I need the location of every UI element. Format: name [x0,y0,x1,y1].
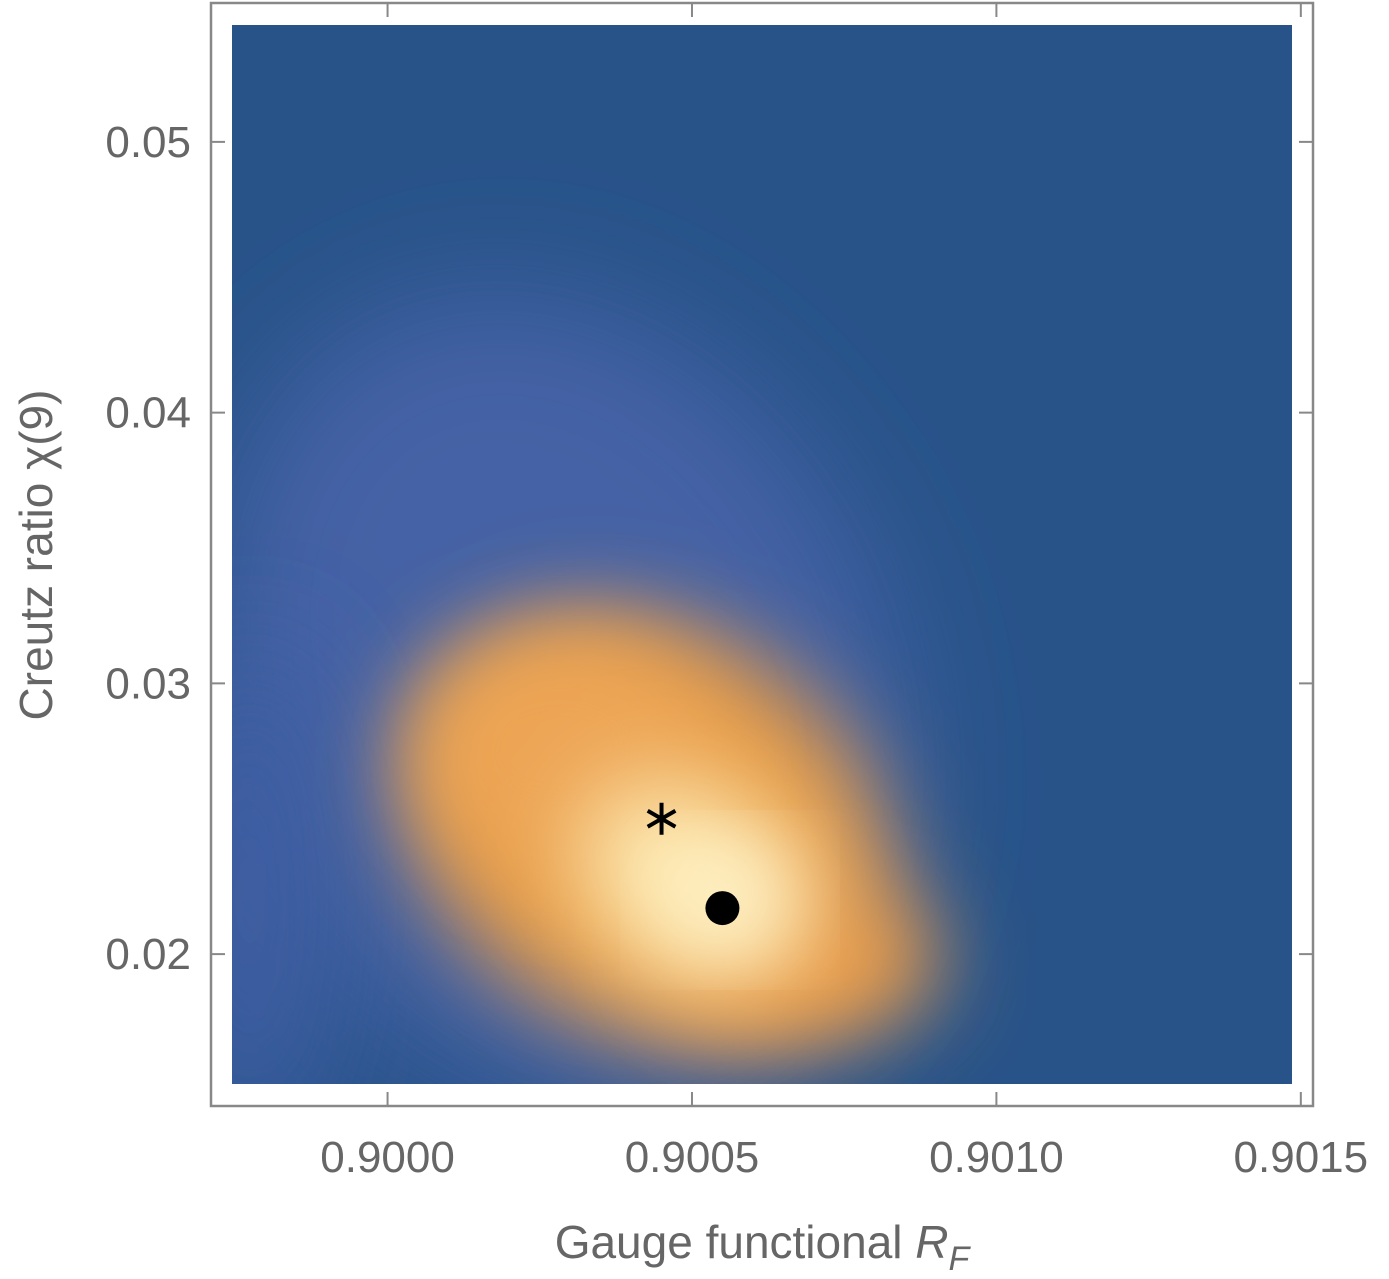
y-tick-label: 0.02 [105,930,191,979]
x-axis-label: Gauge functional RF [555,1216,972,1274]
x-tick-label: 0.9015 [1234,1133,1369,1182]
density-field [232,25,1292,1084]
dot-marker [705,891,740,926]
star-marker [646,802,677,835]
x-label-subscript: F [949,1240,972,1274]
y-axis-label: Creutz ratio χ(9) [10,390,62,721]
x-label-symbol: R [915,1216,948,1268]
x-tick-label: 0.9000 [320,1133,455,1182]
x-tick-label: 0.9010 [929,1133,1064,1182]
y-tick-label: 0.03 [105,659,191,708]
x-label-text: Gauge functional [555,1216,903,1268]
y-tick-label: 0.04 [105,389,191,438]
x-tick-label: 0.9005 [625,1133,760,1182]
y-tick-label: 0.05 [105,118,191,167]
frame [209,1,1315,1108]
